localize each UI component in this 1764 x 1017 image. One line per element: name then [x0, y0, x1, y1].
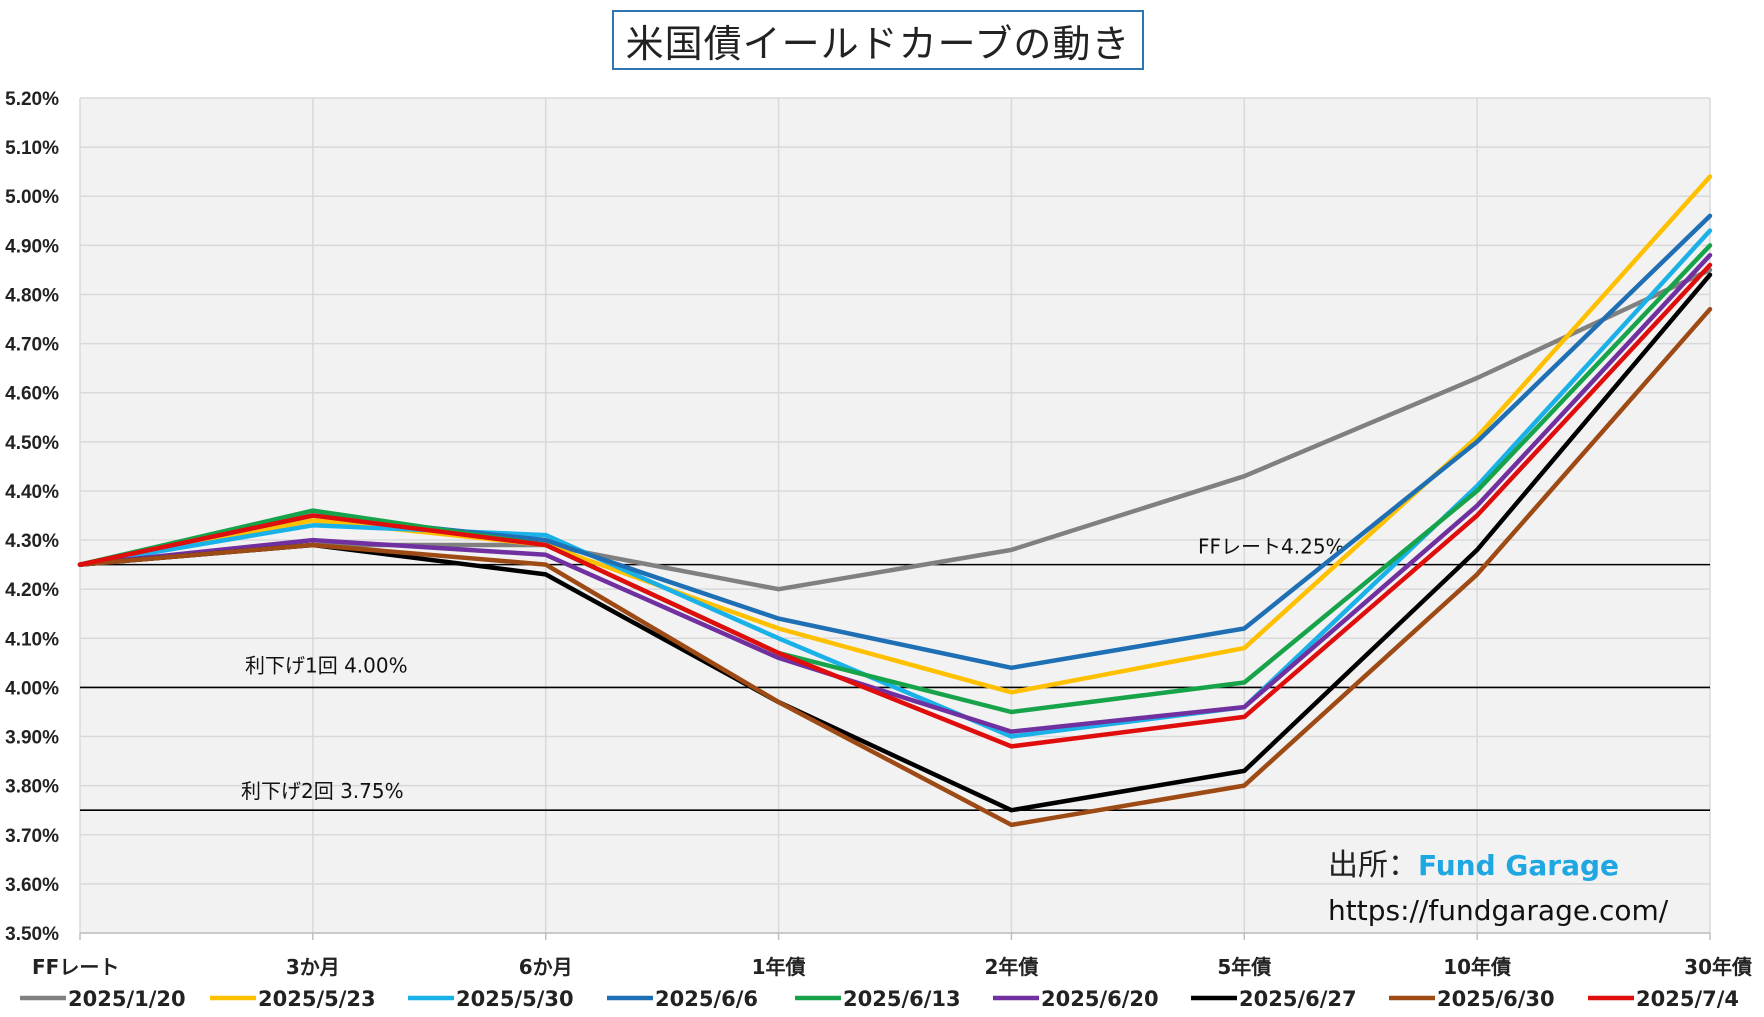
legend-label: 2025/1/20 — [68, 987, 186, 1011]
x-tick-label: FFレート — [32, 955, 119, 979]
x-tick-label: 10年債 — [1443, 955, 1511, 979]
reference-line-label: 利下げ2回 3.75% — [241, 779, 404, 803]
y-tick-label: 4.00% — [5, 678, 59, 699]
series-line — [77, 306, 1713, 828]
x-axis-ticks: FFレート 3か月 6か月 1年債 2年債 5年債 10年債 30年債 — [32, 955, 1752, 979]
y-tick-label: 4.60% — [5, 384, 59, 405]
y-tick-label: 4.10% — [5, 629, 59, 650]
y-tick-label: 4.40% — [5, 482, 59, 503]
source-url: https://fundgarage.com/ — [1328, 894, 1669, 927]
y-tick-label: 3.80% — [5, 777, 59, 798]
source-brand: Fund Garage — [1418, 849, 1620, 882]
y-axis-ticks: 5.20% 5.10% 5.00% 4.90% 4.80% 4.70% 4.60% 4.50%… — [5, 89, 59, 945]
x-tick-label: 6か月 — [519, 955, 573, 979]
series-line — [77, 267, 1713, 592]
legend-label: 2025/5/30 — [456, 987, 574, 1011]
x-tick-label: 5年債 — [1217, 955, 1271, 979]
legend-label: 2025/5/23 — [258, 987, 376, 1011]
legend-label: 2025/7/4 — [1636, 987, 1739, 1011]
y-tick-label: 4.80% — [5, 285, 59, 306]
x-tick-label: 1年債 — [752, 955, 806, 979]
x-tick-label: 2年債 — [984, 955, 1038, 979]
chart-title: 米国債イールドカーブの動き — [612, 10, 1144, 70]
x-tick-label: 3か月 — [286, 955, 340, 979]
y-tick-label: 4.20% — [5, 580, 59, 601]
legend-label: 2025/6/30 — [1437, 987, 1555, 1011]
legend-label: 2025/6/27 — [1239, 987, 1357, 1011]
y-tick-label: 5.20% — [5, 89, 59, 110]
y-tick-label: 5.10% — [5, 138, 59, 159]
y-tick-label: 3.70% — [5, 826, 59, 847]
y-tick-label: 3.60% — [5, 875, 59, 896]
reference-lines: FFレート4.25% 利下げ1回 4.00% 利下げ2回 3.75% — [80, 535, 1710, 812]
series-line — [77, 262, 1713, 749]
source-prefix: 出所： — [1328, 848, 1418, 883]
reference-line-label: 利下げ1回 4.00% — [245, 653, 408, 677]
legend-label: 2025/6/13 — [843, 987, 961, 1011]
x-tick-label: 30年債 — [1684, 955, 1752, 979]
y-tick-label: 4.70% — [5, 335, 59, 356]
legend: 2025/1/20 2025/5/23 2025/5/30 2025/6/6 2025/… — [20, 987, 1739, 1011]
legend-label: 2025/6/6 — [655, 987, 758, 1011]
series-line — [77, 252, 1713, 734]
source-credit: 出所：Fund Garage https://fundgarage.com/ — [1328, 840, 1748, 927]
y-tick-label: 4.50% — [5, 433, 59, 454]
series-lines — [77, 174, 1713, 828]
y-tick-label: 5.00% — [5, 187, 59, 208]
y-tick-label: 4.30% — [5, 531, 59, 552]
legend-label: 2025/6/20 — [1041, 987, 1159, 1011]
reference-line-label: FFレート4.25% — [1198, 535, 1345, 559]
y-tick-label: 3.90% — [5, 728, 59, 749]
y-tick-label: 3.50% — [5, 924, 59, 945]
y-tick-label: 4.90% — [5, 236, 59, 257]
series-line — [77, 243, 1713, 715]
